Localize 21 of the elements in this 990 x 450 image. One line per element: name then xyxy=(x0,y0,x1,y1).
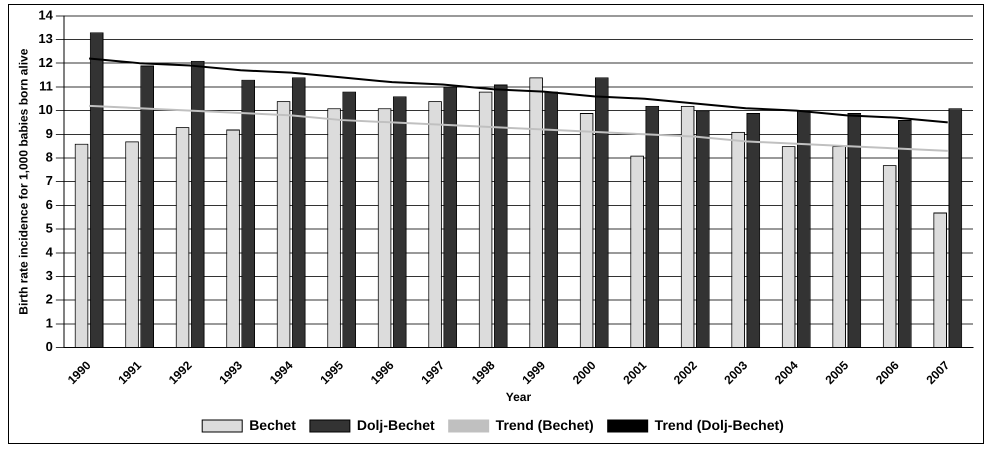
y-tick-label: 10 xyxy=(38,102,53,118)
legend-label: Bechet xyxy=(249,416,296,433)
y-tick-label: 4 xyxy=(46,244,54,260)
y-tick-label: 5 xyxy=(46,220,53,236)
y-tick-label: 11 xyxy=(39,78,53,94)
y-tick-label: 13 xyxy=(38,31,53,46)
legend-label: Dolj-Bechet xyxy=(356,416,436,433)
y-tick-label: 9 xyxy=(46,126,53,141)
y-tick-label: 12 xyxy=(38,54,53,70)
legend-label: Trend (Bechet) xyxy=(496,416,594,433)
y-tick-label: 2 xyxy=(46,292,53,307)
y-tick-label: 7 xyxy=(46,173,53,188)
y-axis-title: Birth rate incidence for 1,000 babies born alive xyxy=(16,48,31,315)
y-tick-label: 14 xyxy=(38,7,54,22)
y-tick-label: 0 xyxy=(46,339,53,354)
y-tick-label: 3 xyxy=(46,268,53,284)
y-tick-label: 6 xyxy=(46,196,53,212)
y-tick-label: 8 xyxy=(46,150,53,165)
legend-label: Trend (Dolj-Bechet) xyxy=(654,416,784,433)
y-tick-label: 1 xyxy=(46,315,53,330)
x-axis-title: Year xyxy=(506,390,532,404)
